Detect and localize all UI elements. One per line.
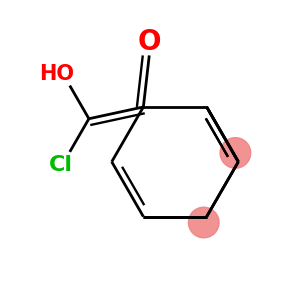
- Text: O: O: [137, 28, 161, 56]
- Text: HO: HO: [39, 64, 74, 84]
- Circle shape: [188, 207, 219, 238]
- Circle shape: [220, 138, 251, 168]
- Text: Cl: Cl: [49, 155, 73, 175]
